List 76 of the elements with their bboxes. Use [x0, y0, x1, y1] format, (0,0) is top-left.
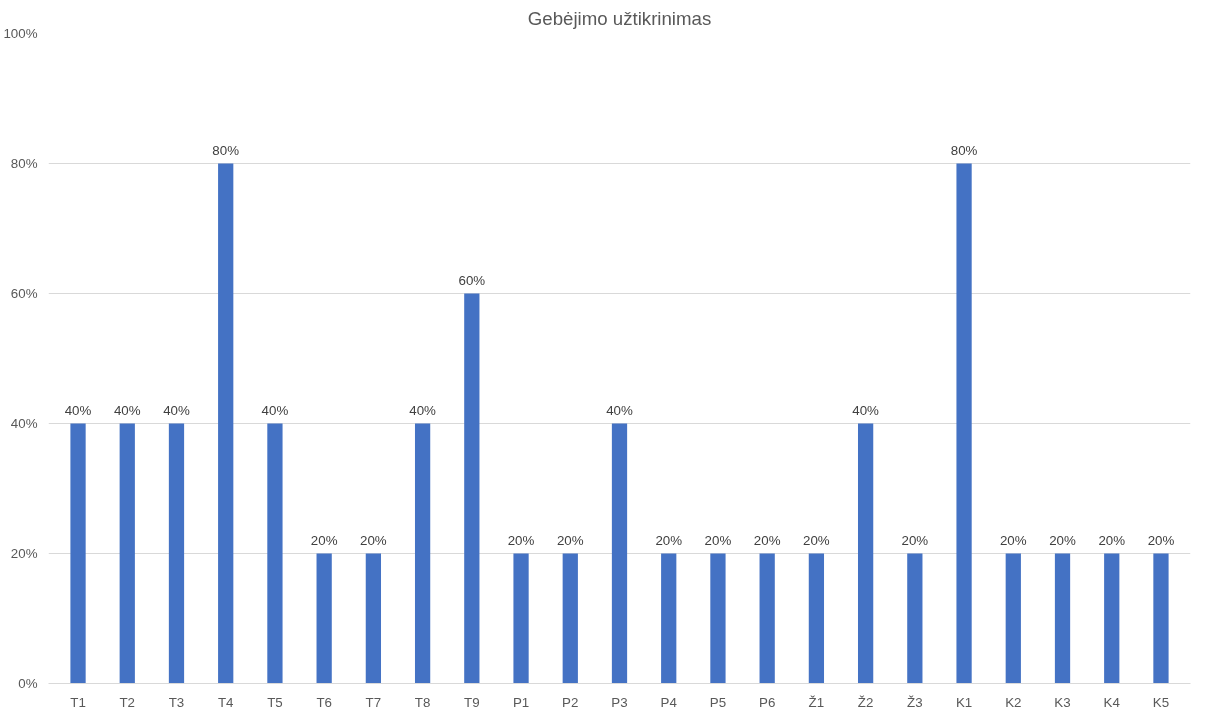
data-label: 20%	[556, 532, 584, 548]
x-tick-label: T7	[365, 694, 382, 710]
bar	[119, 423, 135, 684]
bar	[513, 553, 529, 684]
x-tick-label: P3	[611, 694, 628, 710]
bar	[316, 553, 332, 684]
bar	[710, 553, 726, 684]
chart-title: Gebėjimo užtikrinimas	[527, 7, 712, 29]
data-label: 80%	[950, 142, 978, 158]
x-tick-label: K4	[1103, 694, 1121, 710]
data-label: 20%	[1098, 532, 1126, 548]
y-tick-label: 80%	[10, 156, 38, 171]
y-tick-label: 0%	[18, 676, 38, 691]
bar	[907, 553, 923, 684]
bar	[70, 423, 86, 684]
y-tick-label: 100%	[3, 26, 38, 41]
data-label: 80%	[212, 142, 240, 158]
data-label: 20%	[901, 532, 929, 548]
bar	[414, 423, 431, 684]
x-tick-label: T4	[217, 694, 235, 710]
data-label: 20%	[803, 532, 830, 548]
bar	[562, 553, 578, 684]
bar	[759, 553, 775, 684]
bar	[808, 553, 825, 684]
data-label: 40%	[606, 402, 633, 418]
data-label: 40%	[64, 402, 92, 418]
data-label: 40%	[261, 402, 289, 418]
y-tick-label: 40%	[10, 416, 38, 431]
x-tick-label: Ž2	[857, 694, 874, 710]
bar	[857, 423, 874, 684]
data-label: 20%	[1147, 532, 1175, 548]
data-label: 20%	[507, 532, 535, 548]
x-tick-label: P6	[759, 694, 776, 710]
x-tick-label: P5	[709, 694, 727, 710]
bar	[464, 293, 480, 684]
data-label: 20%	[360, 532, 387, 548]
bar	[1005, 553, 1021, 684]
bar	[956, 163, 972, 684]
x-tick-label: K1	[955, 694, 973, 710]
x-tick-label: T5	[267, 694, 283, 710]
bar	[1104, 553, 1120, 684]
bar	[1054, 553, 1071, 684]
bar	[365, 553, 382, 684]
y-tick-label: 20%	[10, 546, 38, 561]
bar	[611, 423, 628, 684]
data-label: 20%	[704, 532, 732, 548]
bar	[1153, 553, 1169, 684]
data-label: 20%	[753, 532, 781, 548]
x-tick-label: Ž3	[907, 694, 923, 710]
x-tick-label: T3	[168, 694, 185, 710]
data-label: 60%	[458, 272, 486, 288]
data-label: 40%	[163, 402, 190, 418]
data-label: 20%	[655, 532, 683, 548]
data-label: 20%	[310, 532, 338, 548]
data-label: 40%	[409, 402, 437, 418]
bar	[267, 423, 283, 684]
y-tick-label: 60%	[10, 286, 38, 301]
data-label: 20%	[1049, 532, 1076, 548]
x-tick-label: P2	[562, 694, 579, 710]
x-tick-label: K2	[1005, 694, 1022, 710]
data-label: 20%	[999, 532, 1027, 548]
bar	[661, 553, 677, 684]
x-tick-label: P1	[512, 694, 530, 710]
x-tick-label: K5	[1152, 694, 1170, 710]
data-label: 40%	[852, 402, 880, 418]
x-tick-label: T8	[414, 694, 431, 710]
bar	[168, 423, 185, 684]
x-tick-label: P4	[660, 694, 678, 710]
x-tick-label: T1	[70, 694, 86, 710]
x-tick-label: K3	[1054, 694, 1071, 710]
bar	[218, 163, 234, 684]
data-label: 40%	[113, 402, 141, 418]
x-tick-label: T2	[119, 694, 136, 710]
x-tick-label: T9	[464, 694, 480, 710]
x-tick-label: T6	[316, 694, 332, 710]
x-tick-label: Ž1	[808, 694, 825, 710]
